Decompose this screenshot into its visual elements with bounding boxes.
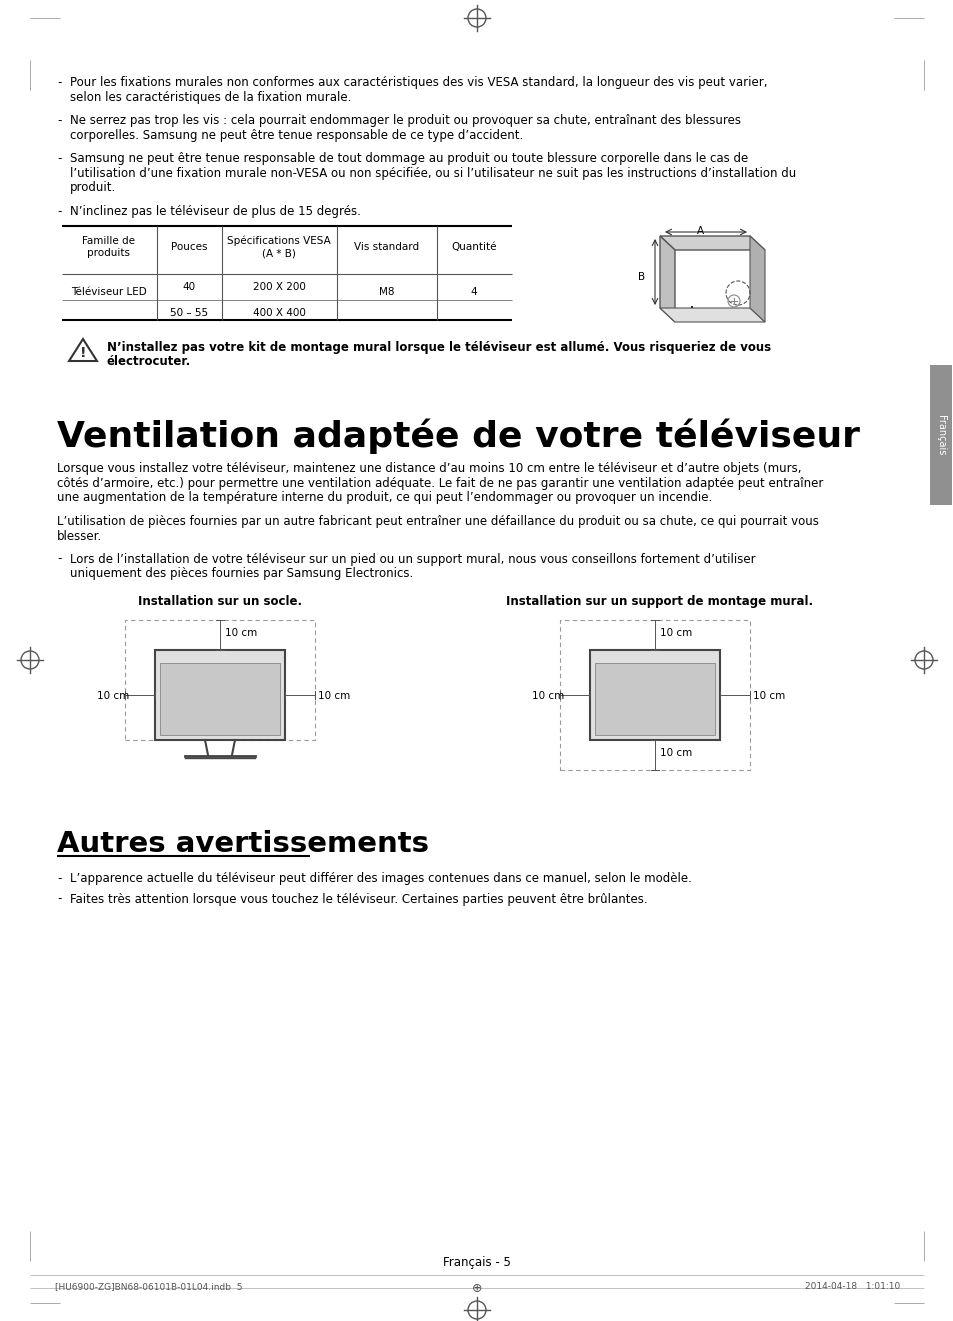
- Text: uniquement des pièces fournies par Samsung Electronics.: uniquement des pièces fournies par Samsu…: [70, 567, 413, 580]
- Text: Faites très attention lorsque vous touchez le téléviseur. Certaines parties peuv: Faites très attention lorsque vous touch…: [70, 893, 647, 905]
- Text: -: -: [57, 893, 61, 905]
- Text: -: -: [57, 114, 61, 127]
- Text: Quantité: Quantité: [451, 242, 497, 252]
- Polygon shape: [659, 308, 764, 322]
- Bar: [929, 365, 951, 505]
- Text: produits: produits: [88, 248, 131, 258]
- Text: 2014-04-18   1:01:10: 2014-04-18 1:01:10: [804, 1281, 899, 1291]
- Text: électrocuter.: électrocuter.: [107, 355, 191, 369]
- Text: Installation sur un socle.: Installation sur un socle.: [138, 594, 302, 608]
- Text: [HU6900-ZG]BN68-06101B-01L04.indb  5: [HU6900-ZG]BN68-06101B-01L04.indb 5: [55, 1281, 242, 1291]
- Text: Téléviseur LED: Téléviseur LED: [71, 287, 147, 297]
- Text: N’inclinez pas le téléviseur de plus de 15 degrés.: N’inclinez pas le téléviseur de plus de …: [70, 205, 360, 218]
- Text: •: •: [689, 305, 693, 310]
- Text: (A * B): (A * B): [262, 248, 295, 258]
- Text: 10 cm: 10 cm: [97, 691, 129, 701]
- Text: Samsung ne peut être tenue responsable de tout dommage au produit ou toute bless: Samsung ne peut être tenue responsable d…: [70, 152, 747, 165]
- Text: corporelles. Samsung ne peut être tenue responsable de ce type d’accident.: corporelles. Samsung ne peut être tenue …: [70, 128, 522, 141]
- Text: -: -: [57, 152, 61, 165]
- Text: M8: M8: [379, 287, 395, 297]
- Text: 10 cm: 10 cm: [225, 627, 257, 638]
- Text: Français - 5: Français - 5: [442, 1256, 511, 1269]
- Text: 4: 4: [470, 287, 476, 297]
- Polygon shape: [659, 236, 675, 322]
- Text: Installation sur un support de montage mural.: Installation sur un support de montage m…: [506, 594, 813, 608]
- Text: côtés d’armoire, etc.) pour permettre une ventilation adéquate. Le fait de ne pa: côtés d’armoire, etc.) pour permettre un…: [57, 477, 822, 490]
- Text: 10 cm: 10 cm: [532, 691, 563, 701]
- Bar: [595, 663, 714, 734]
- Text: -: -: [57, 552, 61, 565]
- Text: 10 cm: 10 cm: [659, 748, 692, 758]
- Text: -: -: [57, 77, 61, 89]
- Text: A: A: [696, 226, 702, 236]
- Text: Ventilation adaptée de votre téléviseur: Ventilation adaptée de votre téléviseur: [57, 417, 859, 453]
- Polygon shape: [749, 236, 764, 322]
- Text: produit.: produit.: [70, 181, 116, 194]
- Bar: [589, 650, 720, 740]
- Text: l’utilisation d’une fixation murale non-VESA ou non spécifiée, ou si l’utilisate: l’utilisation d’une fixation murale non-…: [70, 166, 796, 180]
- Text: selon les caractéristiques de la fixation murale.: selon les caractéristiques de la fixatio…: [70, 91, 351, 103]
- Text: Spécifications VESA: Spécifications VESA: [227, 236, 331, 247]
- Text: une augmentation de la température interne du produit, ce qui peut l’endommager : une augmentation de la température inter…: [57, 491, 712, 505]
- Text: Pour les fixations murales non conformes aux caractéristiques des vis VESA stand: Pour les fixations murales non conformes…: [70, 77, 767, 89]
- Text: Vis standard: Vis standard: [355, 242, 419, 252]
- Bar: [125, 620, 314, 740]
- Bar: [559, 620, 749, 770]
- Text: Lorsque vous installez votre téléviseur, maintenez une distance d’au moins 10 cm: Lorsque vous installez votre téléviseur,…: [57, 462, 801, 476]
- Text: Famille de: Famille de: [82, 236, 135, 246]
- Text: Pouces: Pouces: [171, 242, 207, 252]
- Text: Autres avertissements: Autres avertissements: [57, 830, 429, 859]
- Text: 400 X 400: 400 X 400: [253, 308, 305, 318]
- Bar: [154, 650, 285, 740]
- Text: N’installez pas votre kit de montage mural lorsque le téléviseur est allumé. Vou: N’installez pas votre kit de montage mur…: [107, 341, 770, 354]
- Text: 10 cm: 10 cm: [752, 691, 784, 701]
- Text: 50 – 55: 50 – 55: [170, 308, 208, 318]
- Text: !: !: [80, 346, 86, 361]
- Text: -: -: [57, 872, 61, 885]
- Text: 10 cm: 10 cm: [317, 691, 350, 701]
- Text: B: B: [638, 272, 645, 281]
- Text: blesser.: blesser.: [57, 530, 102, 543]
- Text: 200 X 200: 200 X 200: [253, 281, 305, 292]
- Bar: [160, 663, 280, 734]
- Text: -: -: [57, 205, 61, 218]
- Text: ⊕: ⊕: [471, 1281, 482, 1295]
- Text: Ne serrez pas trop les vis : cela pourrait endommager le produit ou provoquer sa: Ne serrez pas trop les vis : cela pourra…: [70, 114, 740, 127]
- Text: Lors de l’installation de votre téléviseur sur un pied ou un support mural, nous: Lors de l’installation de votre télévise…: [70, 552, 755, 565]
- Text: 40: 40: [182, 281, 195, 292]
- Text: L’utilisation de pièces fournies par un autre fabricant peut entraîner une défai: L’utilisation de pièces fournies par un …: [57, 515, 818, 528]
- Polygon shape: [659, 236, 764, 250]
- Text: L’apparence actuelle du téléviseur peut différer des images contenues dans ce ma: L’apparence actuelle du téléviseur peut …: [70, 872, 691, 885]
- Text: 10 cm: 10 cm: [659, 627, 692, 638]
- Text: Français: Français: [935, 415, 945, 456]
